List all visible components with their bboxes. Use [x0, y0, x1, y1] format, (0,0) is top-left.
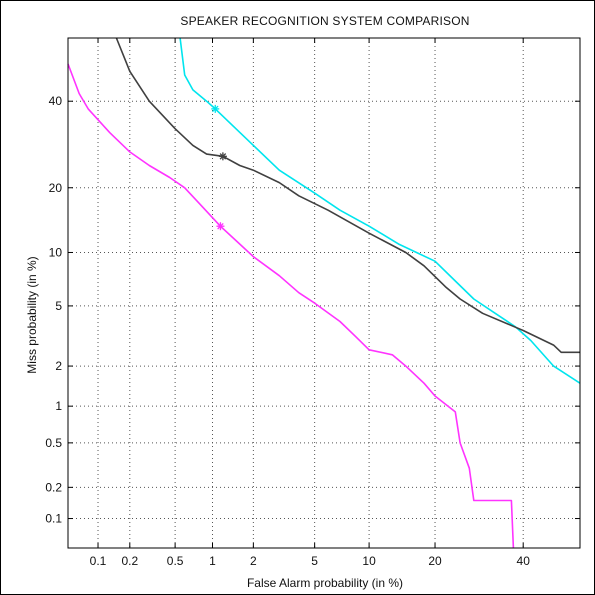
- y-tick-label: 10: [49, 245, 63, 259]
- y-tick-label: 40: [49, 94, 63, 108]
- x-tick-label: 1: [209, 554, 216, 568]
- series-line-2: [115, 37, 580, 354]
- x-tick-label: 40: [517, 554, 531, 568]
- x-tick-label: 0.1: [90, 554, 107, 568]
- x-tick-label: 20: [428, 554, 442, 568]
- x-tick-label: 10: [362, 554, 376, 568]
- series-line-3: [67, 63, 515, 549]
- y-axis-label: Miss probability (in %): [25, 256, 39, 373]
- y-tick-label: 1: [55, 399, 62, 413]
- series-line-1: [179, 37, 581, 384]
- series-group: [67, 37, 581, 549]
- series-marker-2: [218, 152, 227, 161]
- y-tick-label: 0.1: [45, 512, 62, 526]
- y-tick-label: 0.2: [45, 480, 62, 494]
- x-tick-label: 0.5: [167, 554, 184, 568]
- series-marker-1: [211, 104, 220, 113]
- x-axis-label: False Alarm probability (in %): [247, 576, 403, 590]
- x-tick-label: 0.2: [121, 554, 138, 568]
- chart-title: SPEAKER RECOGNITION SYSTEM COMPARISON: [180, 14, 469, 28]
- plot-area: [67, 37, 581, 549]
- x-tick-label: 5: [311, 554, 318, 568]
- grid-lines: [68, 38, 580, 548]
- y-tick-label: 2: [55, 359, 62, 373]
- series-marker-3: [216, 222, 225, 231]
- x-tick-label: 2: [250, 554, 257, 568]
- x-tick-labels: 0.1 0.2 0.5 1 2 5 10 20 40: [90, 38, 531, 568]
- y-tick-label: 0.5: [45, 436, 62, 450]
- y-tick-labels: 0.1 0.2 0.5 1 2 5 10 20 40: [45, 94, 580, 526]
- y-tick-label: 5: [55, 299, 62, 313]
- y-tick-label: 20: [49, 181, 63, 195]
